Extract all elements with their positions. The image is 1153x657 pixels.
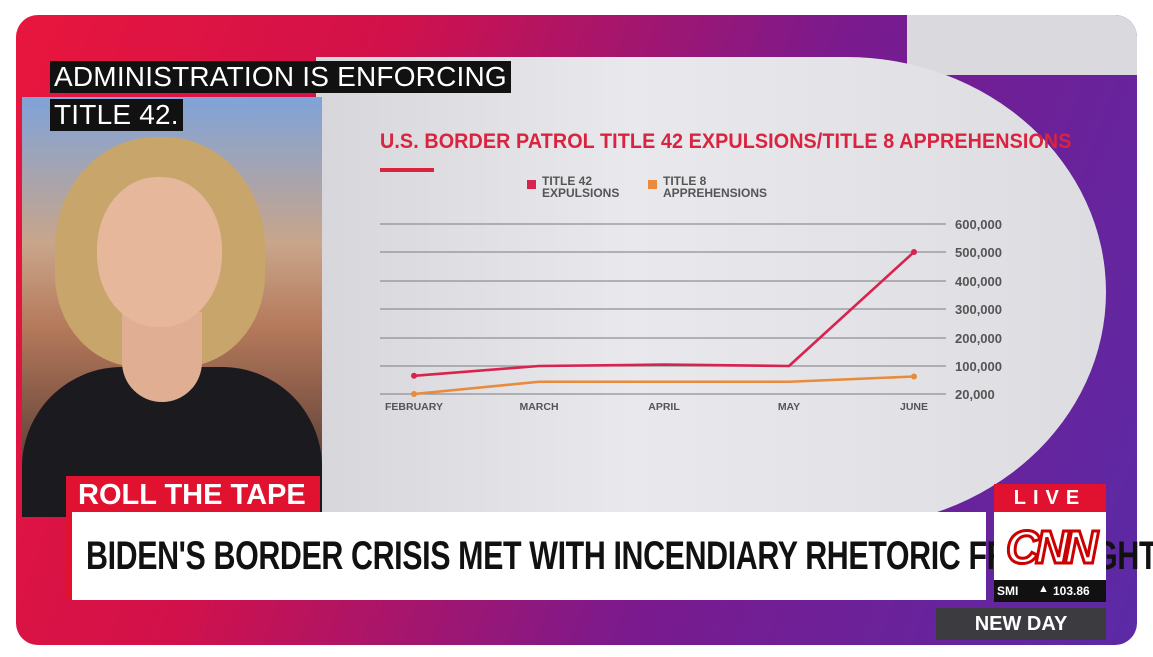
x-tick-label: JUNE bbox=[900, 401, 928, 413]
legend-item-title8: TITLE 8 APPREHENSIONS bbox=[648, 174, 768, 200]
y-tick-label: 100,000 bbox=[955, 359, 1002, 374]
show-name: NEW DAY bbox=[936, 608, 1106, 640]
series-line-title8 bbox=[413, 375, 915, 396]
y-tick-label: 600,000 bbox=[955, 217, 1002, 232]
legend-item-title42: TITLE 42 EXPULSIONS bbox=[527, 175, 630, 199]
market-ticker: SMI ▲ 103.86 bbox=[994, 580, 1106, 602]
chart-title: U.S. BORDER PATROL TITLE 42 EXPULSIONS/T… bbox=[380, 130, 1072, 153]
legend-label-title42: TITLE 42 EXPULSIONS bbox=[542, 174, 620, 200]
y-tick-label: 300,000 bbox=[955, 302, 1002, 317]
ticker-symbol: SMI bbox=[997, 584, 1019, 598]
y-tick-label: 20,000 bbox=[955, 387, 995, 402]
data-point bbox=[911, 249, 917, 255]
title-underline bbox=[380, 168, 434, 172]
anchor-neck bbox=[122, 312, 202, 402]
x-tick-label: MARCH bbox=[519, 401, 558, 413]
legend-label-title8: TITLE 8 APPREHENSIONS bbox=[663, 174, 768, 200]
up-arrow-icon: ▲ bbox=[1038, 583, 1049, 595]
chart-board bbox=[316, 57, 1106, 527]
y-tick-label: 500,000 bbox=[955, 245, 1002, 260]
closed-caption-line-2: TITLE 42. bbox=[50, 99, 183, 131]
legend-swatch-title42 bbox=[527, 180, 536, 189]
headline-banner: BIDEN'S BORDER CRISIS MET WITH INCENDIAR… bbox=[66, 512, 1153, 600]
legend-swatch-title8 bbox=[648, 180, 657, 189]
live-badge: LIVE bbox=[994, 484, 1106, 512]
background-panel bbox=[907, 15, 1137, 75]
x-tick-label: MAY bbox=[778, 401, 800, 413]
chart-legend: TITLE 42 EXPULSIONS TITLE 8 APPREHENSION… bbox=[527, 174, 768, 200]
x-tick-label: APRIL bbox=[648, 401, 680, 413]
data-point bbox=[911, 373, 917, 380]
network-logo-text: CNN bbox=[1005, 520, 1100, 575]
y-tick-label: 400,000 bbox=[955, 274, 1002, 289]
anchor-video bbox=[22, 97, 322, 517]
closed-caption-line-1: ADMINISTRATION IS ENFORCING bbox=[50, 61, 511, 93]
y-tick-label: 200,000 bbox=[955, 331, 1002, 346]
x-tick-label: FEBRUARY bbox=[385, 401, 443, 413]
data-point bbox=[411, 372, 417, 379]
data-point bbox=[411, 391, 417, 397]
video-frame bbox=[16, 15, 1137, 645]
anchor-face bbox=[97, 177, 222, 327]
network-logo: CNN bbox=[994, 512, 1106, 580]
ticker-value: 103.86 bbox=[1053, 584, 1090, 598]
segment-label: ROLL THE TAPE bbox=[66, 476, 320, 514]
headline-text: BIDEN'S BORDER CRISIS MET WITH INCENDIAR… bbox=[86, 534, 1153, 578]
series-line-title42 bbox=[413, 251, 915, 378]
